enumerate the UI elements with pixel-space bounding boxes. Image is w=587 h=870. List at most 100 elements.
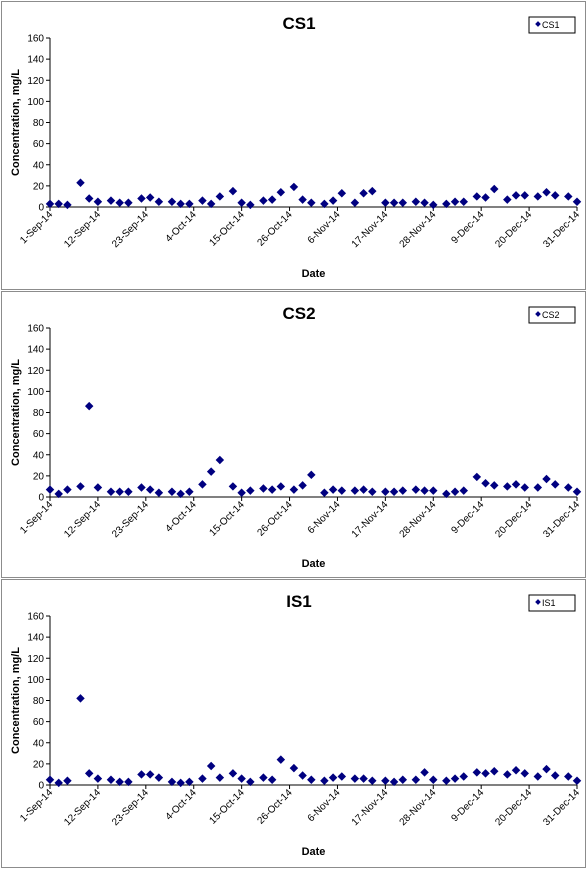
data-point <box>359 485 368 494</box>
data-point <box>550 480 560 489</box>
y-tick-label: 100 <box>27 675 44 686</box>
x-tick-label: 6-Nov-14 <box>306 499 343 536</box>
data-point <box>350 774 360 783</box>
data-point <box>237 198 246 208</box>
x-tick-label: 1-Sep-14 <box>18 209 55 246</box>
data-point <box>411 775 421 784</box>
data-point <box>63 776 72 786</box>
data-point <box>76 482 85 491</box>
data-point <box>328 196 338 205</box>
legend-box <box>528 306 576 324</box>
data-point <box>154 488 164 498</box>
x-tick-label: 12-Sep-14 <box>62 787 103 828</box>
data-point <box>115 777 124 787</box>
y-tick-label: 120 <box>27 654 44 665</box>
data-point <box>420 198 429 208</box>
chart-is1: IS1 IS1 0 20 40 60 80 100 120 140 160 1-Sep-14 12-Se… <box>10 592 582 858</box>
data-point <box>45 775 55 784</box>
data-point <box>429 775 438 784</box>
data-point <box>490 481 499 490</box>
data-point <box>459 772 469 781</box>
data-point <box>84 401 94 411</box>
x-tick-label: 1-Sep-14 <box>18 787 55 824</box>
data-point <box>389 487 399 496</box>
legend-label: CS2 <box>542 310 560 320</box>
data-point <box>572 776 582 786</box>
data-point <box>450 774 460 783</box>
x-tick-label: 17-Nov-14 <box>350 209 391 250</box>
data-point <box>137 770 146 779</box>
y-axis-title: Concentration, mg/L <box>10 647 22 754</box>
data-point <box>93 774 103 783</box>
data-point <box>442 199 451 209</box>
data-point <box>572 487 582 496</box>
data-point <box>520 769 529 778</box>
data-point <box>228 769 238 778</box>
x-tick-label: 20-Dec-14 <box>493 787 534 828</box>
data-point <box>350 486 360 495</box>
x-tick-label: 15-Oct-14 <box>208 787 248 827</box>
data-point <box>550 771 560 780</box>
data-point <box>84 769 94 778</box>
data-point <box>185 199 194 209</box>
data-point <box>246 777 255 787</box>
x-tick-label: 28-Nov-14 <box>398 787 439 828</box>
x-tick-label: 6-Nov-14 <box>306 209 343 246</box>
x-tick-label: 4-Oct-14 <box>164 499 200 535</box>
data-point <box>259 484 268 493</box>
data-point <box>215 192 225 201</box>
x-tick-label: 23-Sep-14 <box>110 209 151 250</box>
y-tick-label: 140 <box>27 55 44 66</box>
data-point <box>503 770 512 779</box>
data-point <box>398 198 408 208</box>
data-point <box>63 200 72 210</box>
data-point <box>267 195 277 204</box>
data-point <box>429 486 438 495</box>
data-point <box>337 772 347 781</box>
data-point <box>411 197 421 206</box>
y-tick-label: 0 <box>38 781 44 792</box>
x-tick-label: 31-Dec-14 <box>541 499 582 540</box>
y-tick-label: 40 <box>33 450 45 461</box>
data-point <box>298 771 307 780</box>
x-axis-title: Date <box>302 558 326 570</box>
y-tick-label: 40 <box>33 160 45 171</box>
x-tick-label: 15-Oct-14 <box>208 209 248 249</box>
data-point <box>564 483 573 492</box>
data-point <box>520 191 529 200</box>
x-tick-label: 23-Sep-14 <box>110 499 151 540</box>
data-point <box>328 485 338 494</box>
data-point <box>215 455 225 465</box>
data-point <box>93 197 103 206</box>
data-point <box>167 197 177 206</box>
x-tick-label: 20-Dec-14 <box>493 209 534 250</box>
y-tick-label: 160 <box>27 324 44 335</box>
y-tick-label: 60 <box>33 139 45 150</box>
y-axis-title: Concentration, mg/L <box>10 359 22 466</box>
data-point <box>246 200 255 210</box>
x-tick-label: 26-Oct-14 <box>255 499 295 539</box>
y-tick-label: 80 <box>33 408 45 419</box>
data-point <box>459 197 469 206</box>
chart-panel-cs1: CS1 CS1 0 20 40 60 80 100 120 140 160 1-Sep-14 12-Se… <box>1 1 586 290</box>
data-point <box>337 486 347 495</box>
data-point <box>550 191 560 200</box>
data-point <box>145 770 155 779</box>
data-point <box>389 198 399 208</box>
legend-label: IS1 <box>542 598 556 608</box>
data-point <box>145 485 155 494</box>
data-point <box>572 197 582 206</box>
y-tick-label: 120 <box>27 366 44 377</box>
y-tick-label: 0 <box>38 203 44 214</box>
data-point <box>185 777 194 787</box>
data-point <box>198 480 207 489</box>
data-point <box>481 769 490 778</box>
legend-marker <box>535 21 541 27</box>
data-point <box>533 772 543 781</box>
y-tick-label: 60 <box>33 717 45 728</box>
data-point <box>259 773 268 782</box>
x-tick-label: 4-Oct-14 <box>164 787 200 823</box>
data-point <box>106 487 116 496</box>
data-point <box>542 764 551 774</box>
data-point <box>442 489 451 499</box>
